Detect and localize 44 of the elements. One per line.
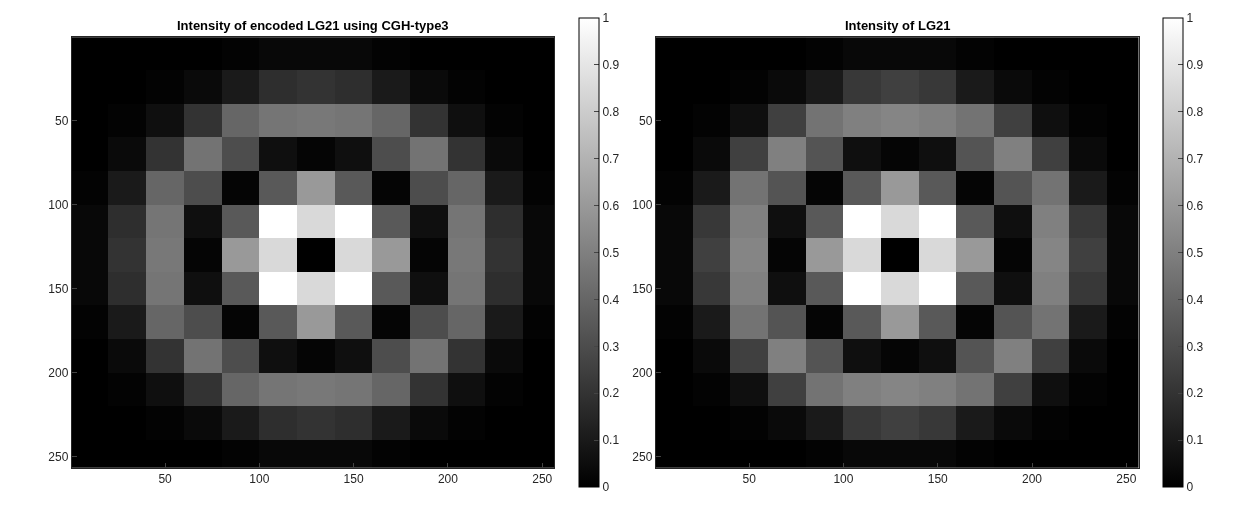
y-tick-label: 250	[632, 449, 653, 464]
y-tick-label: 50	[639, 113, 653, 128]
color-bar-label: 0.8	[602, 105, 620, 119]
color-bar-label: 0.9	[602, 58, 620, 73]
color-bar-label: 0	[602, 480, 610, 495]
x-tick-label: 150	[343, 472, 364, 487]
y-tick-label: 250	[48, 449, 69, 464]
x-tick-label: 250	[1116, 472, 1137, 487]
color-bar-label: 0.3	[1186, 339, 1204, 354]
y-tick-label: 200	[48, 365, 69, 380]
color-bar-label: 1	[1186, 11, 1194, 26]
color-bar-label: 0.8	[1186, 105, 1204, 119]
color-bar-label: 0.6	[602, 198, 620, 213]
y-tick-label: 100	[48, 197, 69, 212]
color-bar-label: 0	[1186, 480, 1194, 495]
y-tick-label: 200	[632, 365, 653, 380]
color-bar-label: 1	[602, 11, 610, 26]
y-tick-label: 150	[48, 281, 69, 296]
y-tick-label: 50	[54, 113, 69, 128]
x-tick-label: 100	[833, 472, 854, 487]
color-bar-label: 0.2	[602, 386, 620, 401]
color-bar-label: 0.9	[1186, 58, 1204, 73]
chart-title: Intensity of encoded LG21 using CGH-type3	[177, 18, 449, 33]
y-tick-label: 100	[632, 197, 653, 212]
color-bar-label: 0.6	[1186, 198, 1204, 213]
x-tick-label: 50	[158, 472, 173, 487]
color-bar-label: 0.7	[602, 151, 620, 166]
color-bar-label: 0.4	[602, 292, 620, 307]
color-bar-label: 0.5	[602, 245, 620, 260]
x-tick-label: 50	[742, 472, 757, 487]
color-bar-label: 0.2	[1186, 386, 1204, 401]
color-bar-label: 0.4	[1186, 292, 1204, 307]
chart-title: Intensity of LG21	[845, 18, 951, 33]
x-tick-label: 250	[532, 472, 553, 487]
y-tick-label: 150	[632, 281, 653, 296]
x-tick-label: 200	[1021, 472, 1043, 487]
x-tick-label: 150	[927, 472, 949, 487]
color-bar-label: 0.5	[1186, 245, 1204, 260]
x-tick-label: 100	[249, 472, 270, 487]
color-bar-label: 0.1	[602, 433, 620, 448]
color-bar-label: 0.3	[602, 339, 620, 354]
x-tick-label: 200	[437, 472, 459, 487]
color-bar-label: 0.1	[1186, 433, 1204, 448]
color-bar-label: 0.7	[1186, 151, 1204, 166]
